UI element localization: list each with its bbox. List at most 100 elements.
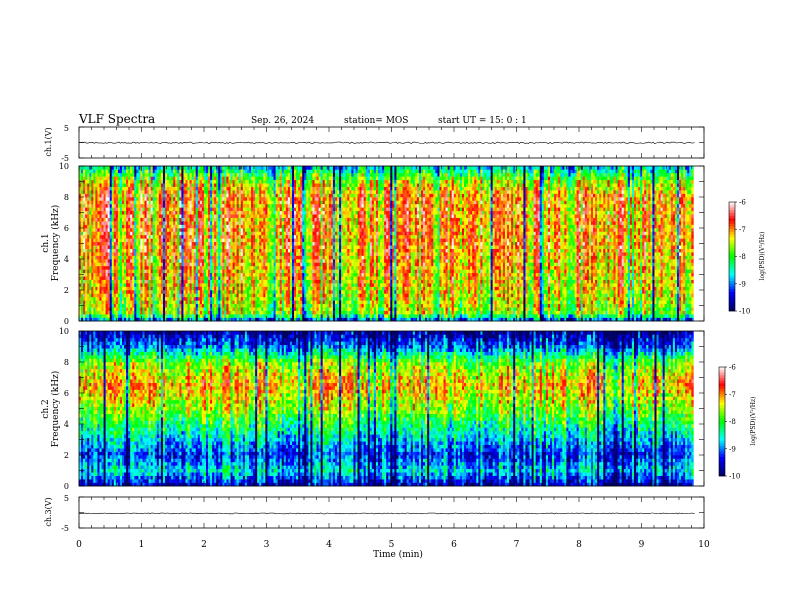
spectrogram-cell	[130, 304, 132, 308]
spectrogram-cell	[208, 187, 210, 191]
spectrogram-cell	[128, 256, 130, 260]
spectrogram-cell	[145, 211, 147, 215]
spectrogram-cell	[161, 280, 163, 284]
spectrogram-cell	[128, 238, 130, 242]
spectrogram-cell	[261, 314, 263, 318]
spectrogram-cell	[91, 259, 93, 263]
spectrogram-cell	[151, 190, 153, 194]
spectrogram-cell	[241, 197, 243, 201]
spectrogram-cell	[165, 180, 167, 184]
spectrogram-cell	[87, 276, 89, 280]
spectrogram-cell	[286, 225, 288, 229]
spectrogram-cell	[124, 300, 126, 304]
spectrogram-cell	[300, 273, 302, 277]
spectrogram-cell	[179, 307, 181, 311]
spectrogram-cell	[116, 235, 118, 239]
spectrogram-cell	[272, 211, 274, 215]
spectrogram-cell	[161, 173, 163, 177]
spectrogram-cell	[188, 276, 190, 280]
spectrogram-cell	[239, 300, 241, 304]
spectrogram-cell	[190, 228, 192, 232]
spectrogram-cell	[171, 221, 173, 225]
spectrogram-cell	[208, 259, 210, 263]
spectrogram-cell	[265, 287, 267, 291]
spectrogram-cell	[120, 242, 122, 246]
spectrogram-cell	[294, 307, 296, 311]
spectrogram-cell	[138, 304, 140, 308]
spectrogram-cell	[108, 266, 110, 270]
spectrogram-cell	[175, 176, 177, 180]
spectrogram-cell	[128, 228, 130, 232]
spectrogram-cell	[290, 225, 292, 229]
spectrogram-cell	[235, 245, 237, 249]
spectrogram-cell	[204, 266, 206, 270]
spectrogram-cell	[155, 187, 157, 191]
spectrogram-cell	[239, 290, 241, 294]
spectrogram-cell	[226, 259, 228, 263]
spectrogram-cell	[130, 214, 132, 218]
spectrogram-cell	[155, 245, 157, 249]
spectrogram-cell	[188, 204, 190, 208]
spectrogram-cell	[243, 311, 245, 315]
spectrogram-cell	[120, 180, 122, 184]
spectrogram-cell	[263, 169, 265, 173]
spectrogram-cell	[267, 262, 269, 266]
spectrogram-cell	[298, 211, 300, 215]
spectrogram-cell	[167, 245, 169, 249]
spectrogram-cell	[259, 228, 261, 232]
spectrogram-cell	[247, 307, 249, 311]
spectrogram-cell	[81, 207, 83, 211]
spectrogram-cell	[194, 221, 196, 225]
spectrogram-cell	[177, 311, 179, 315]
spectrogram-cell	[126, 266, 128, 270]
spectrogram-cell	[188, 200, 190, 204]
spectrogram-cell	[226, 235, 228, 239]
spectrogram-cell	[276, 207, 278, 211]
spectrogram-cell	[212, 290, 214, 294]
spectrogram-cell	[298, 180, 300, 184]
spectrogram-cell	[147, 183, 149, 187]
spectrogram-cell	[140, 218, 142, 222]
spectrogram-cell	[130, 221, 132, 225]
spectrogram-cell	[177, 287, 179, 291]
spectrogram-cell	[81, 245, 83, 249]
spectrogram-cell	[231, 204, 233, 208]
spectrogram-cell	[177, 228, 179, 232]
spectrogram-cell	[89, 183, 91, 187]
spectrogram-cell	[142, 259, 144, 263]
spectrogram-cell	[288, 221, 290, 225]
spectrogram-cell	[112, 245, 114, 249]
spectrogram-cell	[214, 235, 216, 239]
spectrogram-cell	[126, 225, 128, 229]
spectrogram-cell	[249, 183, 251, 187]
spectrogram-cell	[171, 183, 173, 187]
spectrogram-cell	[95, 287, 97, 291]
spectrogram-cell	[278, 228, 280, 232]
spectrogram-cell	[91, 176, 93, 180]
spectrogram-cell	[181, 266, 183, 270]
spectrogram-cell	[81, 276, 83, 280]
spectrogram-cell	[210, 297, 212, 301]
spectrogram-cell	[83, 314, 85, 318]
spectrogram-cell	[169, 225, 171, 229]
spectrogram-cell	[118, 256, 120, 260]
spectrogram-cell	[200, 242, 202, 246]
spectrogram-cell	[206, 249, 208, 253]
spectrogram-cell	[214, 242, 216, 246]
spectrogram-cell	[112, 200, 114, 204]
spectrogram-cell	[194, 238, 196, 242]
spectrogram-cell	[153, 231, 155, 235]
spectrogram-cell	[286, 214, 288, 218]
spectrogram-cell	[145, 238, 147, 242]
spectrogram-cell	[274, 300, 276, 304]
spectrogram-cell	[294, 273, 296, 277]
spectrogram-cell	[269, 283, 271, 287]
spectrogram-cell	[167, 200, 169, 204]
spectrogram-cell	[196, 249, 198, 253]
spectrogram-cell	[128, 214, 130, 218]
spectrogram-cell	[171, 311, 173, 315]
spectrogram-cell	[177, 238, 179, 242]
spectrogram-cell	[243, 273, 245, 277]
spectrogram-cell	[81, 293, 83, 297]
spectrogram-cell	[97, 307, 99, 311]
